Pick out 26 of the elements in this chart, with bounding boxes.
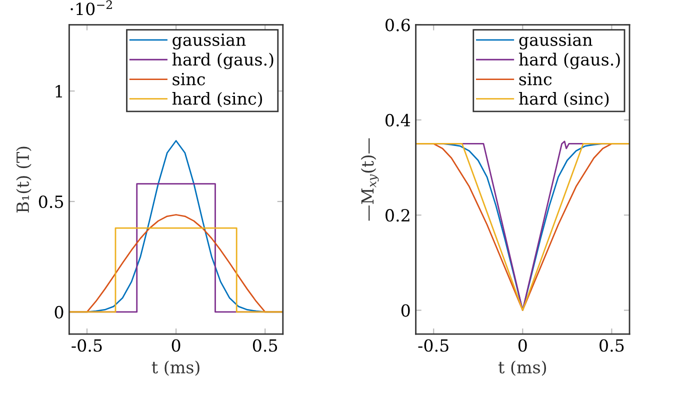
- legend-label: hard (sinc): [518, 92, 609, 108]
- x-tick-label: -0.5: [72, 339, 102, 352]
- x-axis-title: t (ms): [152, 360, 200, 376]
- y-tick-label: 0.4: [386, 114, 410, 126]
- text: ·10$^{−2}$: [70, 0, 112, 16]
- y-tick-label: 0: [401, 304, 410, 317]
- legend-label: hard (sinc): [172, 92, 262, 108]
- y-axis-title: —M$_{xy}$(t)—: [360, 138, 379, 221]
- y-tick-label: 0.2: [386, 209, 410, 222]
- legend-label: hard (gaus.): [172, 52, 274, 70]
- legend-label: gaussian: [172, 33, 246, 50]
- legend-label: gaussian: [519, 33, 592, 50]
- y-tick-label: 1: [56, 85, 62, 98]
- legend-label: sinc: [172, 72, 205, 86]
- x-tick-label: 0: [518, 339, 527, 352]
- x-tick-label: 0: [172, 339, 180, 352]
- legend-label: sinc: [519, 72, 552, 86]
- y-tick-label: 0.5: [38, 195, 64, 208]
- x-tick-label: 0.5: [600, 339, 624, 352]
- x-tick-label: -0.5: [418, 339, 448, 352]
- y-axis-title: B₁(t) (T): [16, 146, 32, 213]
- x-tick-label: 0.5: [252, 339, 278, 352]
- y-tick-label: 0.6: [386, 18, 410, 32]
- y-tick-label: 0: [54, 306, 64, 319]
- legend-label: hard (gaus.): [518, 52, 620, 70]
- x-axis-title: t (ms): [498, 360, 546, 376]
